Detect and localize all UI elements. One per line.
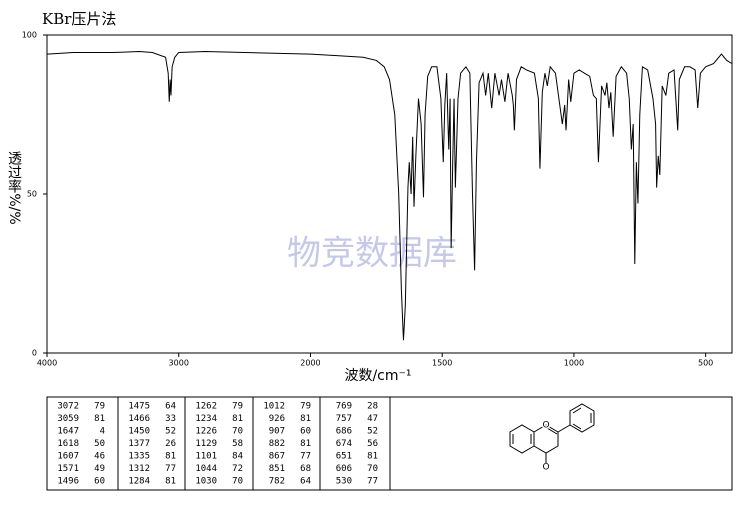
peak-wavenumber: 782 (269, 477, 285, 487)
spectrum-line (46, 51, 733, 341)
peak-transmittance: 79 (232, 402, 243, 412)
peak-wavenumber: 1450 (128, 427, 150, 437)
y-axis-label: 透过率%/% (6, 151, 22, 224)
peak-wavenumber: 769 (336, 402, 352, 412)
peak-transmittance: 72 (232, 464, 243, 474)
peak-transmittance: 4 (100, 427, 105, 437)
peak-wavenumber: 1475 (128, 402, 150, 412)
peak-transmittance: 70 (232, 427, 243, 437)
peak-wavenumber: 1647 (57, 427, 79, 437)
x-tick-label: 2000 (300, 359, 320, 368)
peak-transmittance: 64 (300, 477, 311, 487)
peak-wavenumber: 1226 (195, 427, 217, 437)
peak-transmittance: 52 (165, 427, 176, 437)
peak-wavenumber: 1234 (195, 414, 217, 424)
watermark: 物竞数据库 (287, 234, 457, 274)
peak-wavenumber: 851 (269, 464, 285, 474)
peak-transmittance: 50 (94, 439, 105, 449)
peak-transmittance: 84 (232, 452, 243, 462)
peak-wavenumber: 674 (336, 439, 352, 449)
peak-wavenumber: 1012 (263, 402, 285, 412)
peak-wavenumber: 1607 (57, 452, 79, 462)
peak-wavenumber: 1335 (128, 452, 150, 462)
x-tick-label: 1000 (564, 359, 584, 368)
peak-transmittance: 26 (165, 439, 176, 449)
peak-transmittance: 70 (232, 477, 243, 487)
peak-wavenumber: 1030 (195, 477, 217, 487)
peak-transmittance: 46 (94, 452, 105, 462)
peak-transmittance: 81 (300, 414, 311, 424)
peak-wavenumber: 1571 (57, 464, 79, 474)
peak-wavenumber: 651 (336, 452, 352, 462)
peak-transmittance: 33 (165, 414, 176, 424)
peak-transmittance: 52 (367, 427, 378, 437)
x-tick-label: 1500 (432, 359, 452, 368)
peak-transmittance: 56 (367, 439, 378, 449)
structure (509, 403, 595, 463)
peak-transmittance: 28 (367, 402, 378, 412)
x-tick-label: 4000 (37, 359, 57, 368)
x-tick-label: 500 (698, 359, 713, 368)
peak-transmittance: 81 (165, 477, 176, 487)
peak-wavenumber: 1129 (195, 439, 217, 449)
x-axis-label: 波数/cm⁻¹ (344, 368, 411, 384)
peak-transmittance: 68 (300, 464, 311, 474)
atom-label: O (542, 421, 549, 431)
peak-wavenumber: 530 (336, 477, 352, 487)
peak-wavenumber: 1377 (128, 439, 150, 449)
peak-wavenumber: 1284 (128, 477, 150, 487)
peak-transmittance: 77 (367, 477, 378, 487)
peak-wavenumber: 3059 (57, 414, 79, 424)
x-tick-label: 3000 (169, 359, 189, 368)
peak-transmittance: 81 (367, 452, 378, 462)
peak-wavenumber: 757 (336, 414, 352, 424)
peak-wavenumber: 1312 (128, 464, 150, 474)
pyranone-ring (533, 424, 559, 454)
peak-wavenumber: 1466 (128, 414, 150, 424)
peak-wavenumber: 882 (269, 439, 285, 449)
peak-transmittance: 58 (232, 439, 243, 449)
peak-wavenumber: 606 (336, 464, 352, 474)
peak-wavenumber: 686 (336, 427, 352, 437)
peak-wavenumber: 3072 (57, 402, 79, 412)
peak-wavenumber: 1262 (195, 402, 217, 412)
peak-transmittance: 47 (367, 414, 378, 424)
peak-wavenumber: 867 (269, 452, 285, 462)
phenyl-ring (557, 403, 595, 433)
peak-transmittance: 60 (300, 427, 311, 437)
benzo-ring (509, 424, 535, 454)
peak-transmittance: 81 (165, 452, 176, 462)
peak-wavenumber: 1101 (195, 452, 217, 462)
peak-transmittance: 79 (300, 402, 311, 412)
y-tick-label: 100 (22, 31, 37, 40)
peak-transmittance: 60 (94, 477, 105, 487)
y-tick-label: 50 (27, 190, 37, 199)
chart-title: KBr压片法 (42, 10, 116, 28)
peak-wavenumber: 926 (269, 414, 285, 424)
peak-wavenumber: 1044 (195, 464, 217, 474)
peak-transmittance: 77 (300, 452, 311, 462)
peak-transmittance: 81 (300, 439, 311, 449)
peak-wavenumber: 1618 (57, 439, 79, 449)
peak-transmittance: 81 (94, 414, 105, 424)
peak-transmittance: 64 (165, 402, 176, 412)
peak-transmittance: 77 (165, 464, 176, 474)
peak-transmittance: 81 (232, 414, 243, 424)
peak-wavenumber: 907 (269, 427, 285, 437)
atom-label: O (542, 463, 549, 473)
peak-wavenumber: 1496 (57, 477, 79, 487)
peak-transmittance: 79 (94, 402, 105, 412)
peak-transmittance: 49 (94, 464, 105, 474)
y-tick-label: 0 (32, 349, 37, 358)
peak-transmittance: 70 (367, 464, 378, 474)
